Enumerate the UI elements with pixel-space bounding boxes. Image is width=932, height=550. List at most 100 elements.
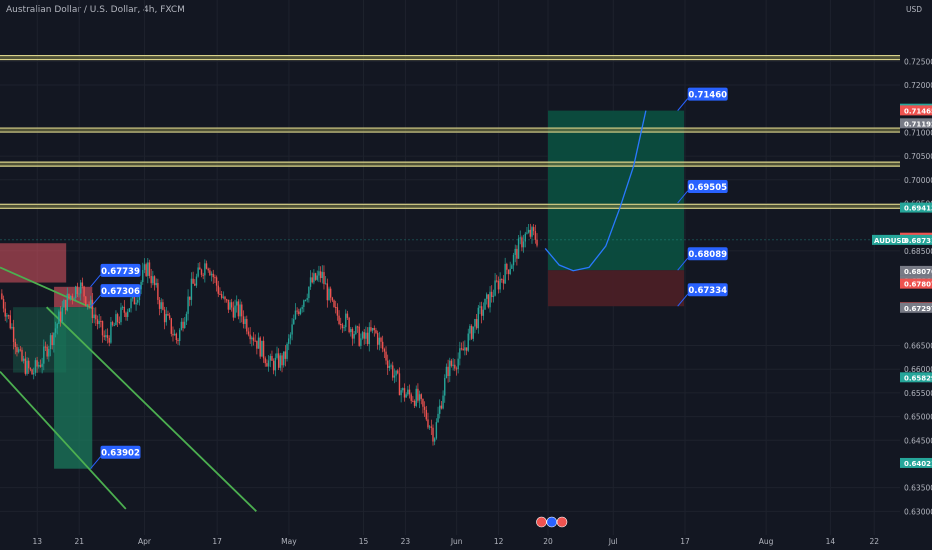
candle-body (425, 409, 427, 420)
candle-body (400, 390, 402, 396)
candle-body (423, 406, 426, 410)
candle-body (88, 304, 90, 306)
event-marker-icon (556, 516, 568, 528)
candle-body (504, 263, 506, 284)
time-axis: 13 21 Apr 17 May 15 23 Jun 12 20 Jul 17 Aug 14 22 (33, 537, 880, 546)
candle-body (413, 400, 416, 406)
candle-body (395, 370, 397, 376)
candle-body (205, 263, 208, 269)
candle-body (390, 365, 392, 367)
price-tick-label: 0.72000 (904, 81, 932, 90)
candle-body (41, 363, 43, 367)
candle-body (113, 325, 115, 327)
time-tick-label: Apr (138, 537, 152, 546)
candle-body (477, 307, 480, 329)
candle-body (106, 335, 109, 339)
candle-body (7, 315, 10, 317)
candle-body (182, 321, 184, 329)
candle-body (222, 296, 225, 298)
target-zone (548, 110, 685, 271)
candle-body (227, 299, 230, 310)
candle-body (85, 296, 87, 306)
candle-body (38, 365, 40, 367)
candle-body (155, 283, 157, 286)
candle-body (153, 276, 156, 286)
candle-body (517, 238, 520, 259)
candle-body (147, 262, 149, 276)
candle-body (356, 326, 359, 328)
price-tag (900, 265, 932, 276)
projection-curve (544, 110, 647, 272)
candle-body (46, 346, 48, 357)
candle-body (435, 422, 438, 439)
candle-body (58, 311, 60, 324)
candle-body (6, 315, 8, 317)
candle-body (215, 277, 218, 286)
candle-body (487, 294, 490, 308)
callout-value: 0.67306 (101, 287, 140, 297)
time-tick-label: 17 (680, 537, 690, 546)
candle-body (442, 395, 444, 409)
candle-body (417, 388, 419, 401)
candle-body (428, 426, 431, 428)
time-tick-label: 22 (869, 537, 879, 546)
price-tick-label: 0.66500 (904, 342, 932, 351)
candle-body (214, 277, 216, 279)
callout-value: 0.67334 (688, 286, 727, 296)
candle-body (464, 347, 466, 351)
candle-body (338, 315, 340, 324)
candle-body (277, 353, 280, 368)
candle-body (14, 341, 16, 348)
candle-body (293, 319, 295, 325)
price-tick-label: 0.71000 (904, 128, 932, 137)
candle-body (445, 366, 448, 379)
price-tag (900, 457, 932, 468)
candle-body (39, 365, 42, 367)
candle-body (440, 405, 443, 409)
candle-body (210, 273, 213, 276)
trend-line (0, 266, 94, 310)
candle-body (135, 302, 137, 305)
candle-body (259, 337, 261, 357)
candle-body (9, 315, 11, 329)
candle-body (83, 286, 85, 297)
candle-body (288, 338, 290, 344)
price-tick-label: 0.70500 (904, 152, 932, 161)
candle-body (100, 320, 102, 322)
candle-body (360, 338, 362, 346)
candle-body (219, 293, 221, 295)
symbol-tag-label: AUDUSD (874, 237, 907, 245)
chart-title: Australian Dollar / U.S. Dollar, 4h, FXC… (6, 5, 185, 15)
candle-body (499, 278, 501, 290)
candle-body (489, 291, 491, 308)
candle-body (26, 360, 28, 374)
time-tick-label: 17 (212, 537, 222, 546)
candle-body (336, 307, 339, 316)
candle-body (133, 293, 136, 305)
callout-leader (90, 274, 101, 288)
candle-body (422, 398, 424, 407)
candle-body (157, 283, 159, 300)
candle-body (306, 298, 308, 300)
candle-body (271, 355, 273, 361)
candle-body (272, 360, 275, 371)
candle-body (507, 269, 510, 275)
candle-body (142, 269, 144, 283)
candle-body (467, 333, 469, 351)
candle-body (74, 286, 77, 298)
candle-body (232, 307, 235, 318)
candle-body (313, 273, 315, 283)
candle-body (276, 353, 278, 358)
candle-body (137, 299, 139, 303)
candle-body (152, 276, 154, 284)
time-tick-label: 14 (826, 537, 836, 546)
candle-body (462, 348, 464, 351)
price-tick-label: 0.65500 (904, 389, 932, 398)
candle-body (68, 293, 70, 298)
candle-body (387, 360, 389, 368)
candle-body (444, 378, 446, 396)
candle-body (118, 322, 120, 324)
currency-label: USD (906, 5, 922, 14)
candle-body (1, 293, 3, 300)
